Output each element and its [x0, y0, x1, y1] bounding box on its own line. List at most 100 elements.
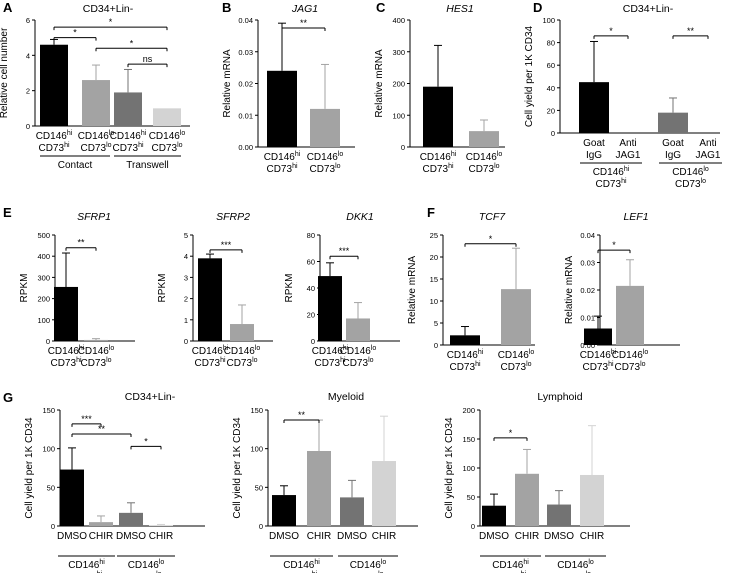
- panel-b-bar: [267, 70, 297, 147]
- panel-e3-ytick-label: 60: [307, 258, 315, 267]
- panel-d-letter: D: [533, 0, 542, 15]
- panel-d-sig-label: *: [609, 26, 613, 36]
- panel-e3-bar: [346, 318, 370, 341]
- panel-e1-category-label: CD73lo: [80, 357, 111, 369]
- panel-b-letter: B: [222, 0, 231, 15]
- panel-f2-category-label: CD146hi: [580, 349, 617, 361]
- panel-d-ytick-label: 100: [542, 16, 555, 25]
- panel-a-category-label-main: CD146: [36, 131, 68, 142]
- panel-f2-category-label-main: CD146: [580, 350, 612, 361]
- panel-g2-bar: [307, 450, 331, 526]
- panel-a-category-label-sup: lo: [106, 142, 112, 149]
- panel-e3-bar: [318, 276, 342, 341]
- panel-d-group-label-sup: hi: [624, 166, 630, 173]
- panel-g1-sig-label: *: [144, 436, 148, 446]
- panel-g1-ytick-label: 100: [42, 445, 55, 454]
- panel-e2-sig-label: ***: [221, 240, 232, 250]
- panel-e1-bar: [54, 286, 78, 341]
- panel-f1-ytick-label: 15: [430, 275, 438, 284]
- panel-e3-category-label: CD73hi: [314, 357, 345, 369]
- panel-g2-ytick-label: 50: [255, 483, 263, 492]
- panel-g3-bar: [547, 504, 571, 526]
- panel-e2-title: SFRP2: [216, 211, 250, 223]
- panel-f2-category-label-main: CD146: [612, 350, 644, 361]
- panel-g1-bar: [149, 525, 173, 526]
- panel-e2-ytick-label: 5: [184, 231, 188, 240]
- panel-c-bar: [469, 131, 499, 147]
- panel-d-group-label-sup: hi: [621, 178, 627, 185]
- panel-a-category-label-main: CD146: [149, 131, 181, 142]
- panel-e1-sig-label: **: [77, 238, 85, 248]
- panel-e1-ylabel: RPKM: [19, 274, 30, 303]
- panel-g2-category-label-main: CHIR: [372, 531, 396, 542]
- panel-g3-category-label-main: CHIR: [515, 531, 539, 542]
- panel-f1-ytick-label: 25: [430, 231, 438, 240]
- panel-d-bar: [579, 82, 609, 133]
- panel-f1: F TCF7 0 5 10 15 20 25 Relative mRNA *: [407, 205, 535, 350]
- panel-a-bar: [82, 80, 110, 126]
- panel-c-category-label-sup: hi: [451, 151, 457, 158]
- panel-d-ytick-label: 0: [551, 129, 555, 138]
- panel-c-category-label-sup: lo: [494, 163, 500, 170]
- panel-d-ytick-label: 80: [547, 39, 555, 48]
- panel-f2-category-label: CD73hi: [582, 361, 613, 373]
- panel-b-category-label-main: CD73: [266, 164, 292, 175]
- panel-c-bar: [423, 86, 453, 147]
- panel-g1-group-label-sup: hi: [99, 559, 105, 566]
- panel-g2-ytick-label: 100: [250, 445, 263, 454]
- panel-c-ytick-label: 0: [401, 143, 405, 152]
- panel-g1-category-label: DMSO: [57, 531, 87, 542]
- panel-b-category-label-sup: lo: [338, 151, 344, 158]
- panel-d-group-label: CD146lo: [672, 166, 709, 178]
- panel-d-bar: [658, 112, 688, 133]
- panel-f2-sig-label: *: [612, 240, 616, 250]
- panel-g3-category-label-main: DMSO: [544, 531, 574, 542]
- panel-e3-category-label: CD73lo: [342, 357, 373, 369]
- panel-f2-category-label-main: CD73: [614, 362, 640, 373]
- panel-b-bar: [310, 108, 340, 147]
- panel-e3-sig-label: ***: [339, 246, 350, 256]
- panel-f2-bar: [584, 328, 612, 345]
- panel-a-category-label-main: CD73: [38, 143, 64, 154]
- panel-f1-category-label: CD146lo: [498, 349, 535, 361]
- panel-g1-letter: G: [3, 390, 13, 405]
- panel-f1-category-label: CD73lo: [500, 361, 531, 373]
- panel-e1-ytick-label: 200: [37, 295, 50, 304]
- panel-g1-group-label-sup: lo: [159, 559, 165, 566]
- panel-a-category-label: CD73hi: [112, 142, 143, 154]
- panel-g2-sig-label: **: [298, 410, 306, 420]
- panel-g3-category-label-main: DMSO: [479, 531, 509, 542]
- panel-f2-ytick-label: 0.03: [580, 259, 595, 268]
- panel-a-title: CD34+Lin-: [83, 3, 134, 15]
- panel-g1-bar: [119, 512, 143, 526]
- panel-e3-category-label-main: CD73: [314, 358, 340, 369]
- panel-g2-bar: [372, 461, 396, 526]
- panel-e2-category-label-sup: hi: [223, 345, 229, 352]
- panel-d-category-label-main: Anti: [619, 138, 636, 149]
- panel-e2-ytick-label: 3: [184, 273, 188, 282]
- panel-g1-group-label-main: CD146: [68, 560, 100, 571]
- panel-b-ytick-label: 0.01: [238, 111, 253, 120]
- panel-a-category-label: CD146lo: [149, 130, 186, 142]
- panel-a-sig-label: *: [130, 38, 134, 48]
- panel-d-group-label-sup: lo: [701, 178, 707, 185]
- panel-e2-category-label: CD73hi: [194, 357, 225, 369]
- panel-a-ytick-label: 4: [26, 51, 30, 60]
- panel-a-category-label-main: CD73: [80, 143, 106, 154]
- panel-a-letter: A: [3, 0, 13, 15]
- panel-c: C HES1 0 100 200 300 400 Relative mRNA: [374, 0, 505, 152]
- panel-g2-group-label-sup: lo: [381, 559, 387, 566]
- panel-c-ytick-label: 400: [392, 16, 405, 25]
- panel-f1-category-label: CD73hi: [449, 361, 480, 373]
- panel-c-category-label-main: CD73: [468, 164, 494, 175]
- panel-g2-group-label-main: CD146: [350, 560, 382, 571]
- panel-a-bar: [40, 44, 68, 126]
- panel-c-category-label: CD146lo: [466, 151, 503, 163]
- panel-g2-category-label-main: DMSO: [269, 531, 299, 542]
- panel-d-group-label-sup: lo: [703, 166, 709, 173]
- panel-c-category-label-sup: lo: [497, 151, 503, 158]
- panel-d-ytick-label: 60: [547, 61, 555, 70]
- panel-a: A CD34+Lin- 0 2 4 6 Relative cell number * * * ns C…: [0, 0, 190, 171]
- panel-d-category-label-main: Goat: [662, 138, 684, 149]
- panel-c-ytick-label: 100: [392, 111, 405, 120]
